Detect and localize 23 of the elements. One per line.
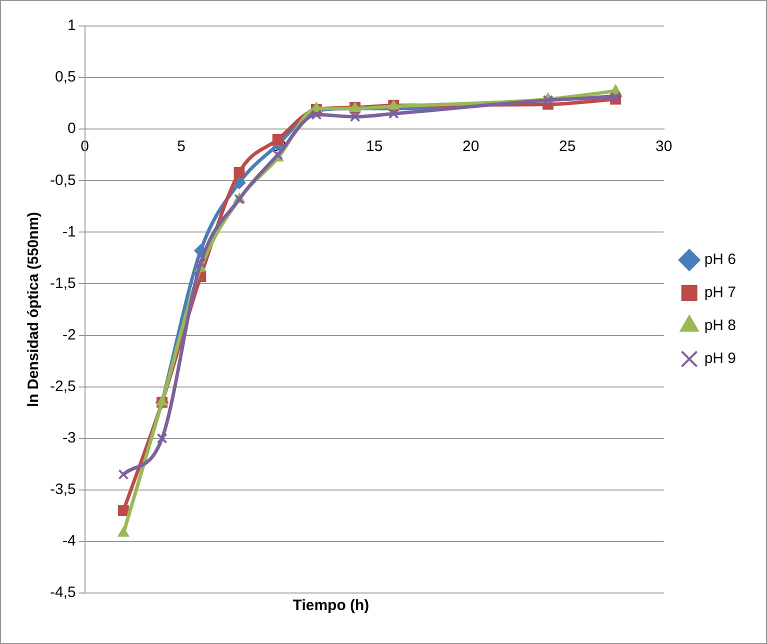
y-tick-label: 1 — [68, 17, 76, 34]
y-tick-label: -4 — [62, 532, 76, 550]
x-axis-title: Tiempo (h) — [292, 597, 370, 614]
y-tick-label: -1 — [62, 223, 76, 240]
y-axis-title: ln Densidad óptica (550nm) — [25, 212, 42, 408]
y-tick-label: -0,5 — [50, 172, 76, 189]
y-tick-label: 0,5 — [54, 68, 76, 86]
legend-label: pH 7 — [704, 284, 736, 302]
x-tick-label: 30 — [655, 138, 672, 156]
y-tick-label: -3 — [62, 430, 76, 447]
y-tick-label: 0 — [68, 120, 76, 138]
y-tick-label: -4,5 — [50, 584, 76, 602]
x-tick-label: 5 — [177, 138, 186, 156]
x-tick-label: 25 — [558, 138, 576, 156]
legend-label: pH 6 — [704, 251, 736, 268]
y-tick-label: -2,5 — [50, 378, 76, 395]
y-tick-label: -3,5 — [50, 481, 76, 498]
x-tick-label: 15 — [366, 138, 383, 156]
legend-label: pH 8 — [704, 317, 736, 334]
y-tick-label: -1,5 — [50, 274, 76, 292]
legend-label: pH 9 — [704, 350, 736, 368]
x-tick-label: 20 — [462, 138, 480, 156]
y-tick-label: -2 — [62, 326, 76, 344]
